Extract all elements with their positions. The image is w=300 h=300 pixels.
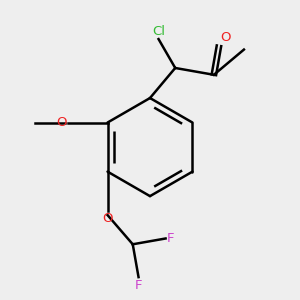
Text: O: O <box>220 32 231 44</box>
Text: F: F <box>167 232 175 245</box>
Text: Cl: Cl <box>152 25 165 38</box>
Text: F: F <box>135 278 142 292</box>
Text: O: O <box>102 212 113 225</box>
Text: O: O <box>57 116 67 129</box>
